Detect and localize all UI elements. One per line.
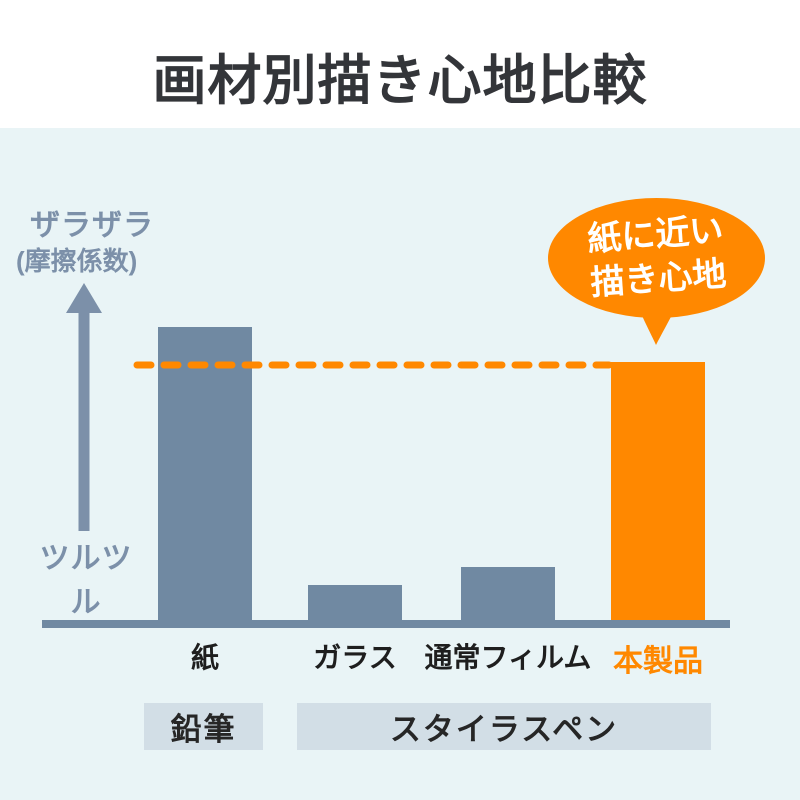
category-label-product: 本製品 — [613, 645, 703, 678]
bar-paper — [158, 327, 252, 620]
category-label-paper: 紙 — [190, 642, 220, 673]
category-label-glass: ガラス — [313, 642, 397, 673]
speech-bubble: 紙に近い 描き心地 — [548, 198, 765, 318]
y-axis-sublabel: (摩擦係数) — [16, 246, 138, 276]
bar-product — [611, 362, 705, 620]
group-label-pencil: 鉛筆 — [144, 703, 263, 750]
speech-bubble-line1: 紙に近い — [585, 211, 725, 260]
group-label-stylus: スタイラスペン — [297, 703, 711, 750]
y-axis-bottom-label: ツルツル — [28, 531, 144, 623]
bar-glass — [308, 585, 402, 620]
y-axis-top-label: ザラザラ — [30, 209, 154, 242]
bar-film — [461, 567, 555, 620]
speech-bubble-text: 紙に近い 描き心地 — [586, 210, 728, 306]
speech-bubble-line2: 描き心地 — [588, 255, 728, 303]
category-label-film: 通常フィルム — [424, 642, 592, 673]
x-axis-line — [42, 620, 730, 628]
page-title: 画材別描き心地比較 — [152, 51, 648, 111]
